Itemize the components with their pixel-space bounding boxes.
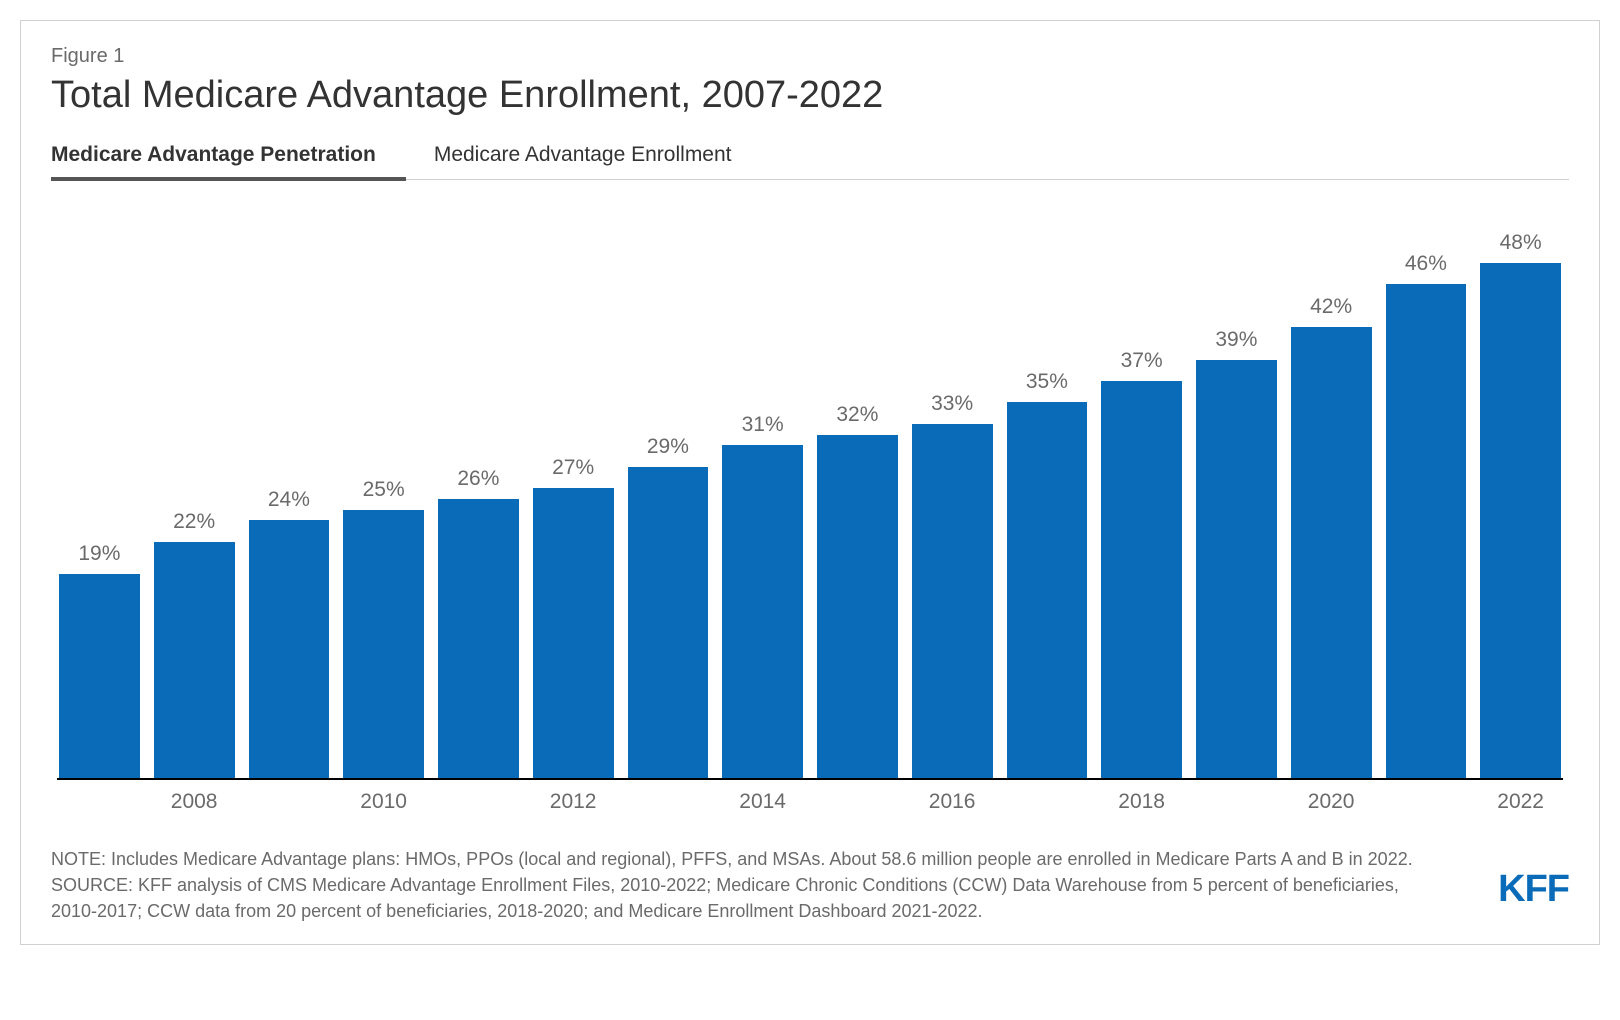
bar-value-label: 27%: [552, 456, 594, 480]
bar[interactable]: [1291, 327, 1372, 778]
bar-wrap: 42%: [1291, 220, 1372, 778]
bar[interactable]: [1480, 263, 1561, 778]
bar-value-label: 42%: [1310, 295, 1352, 319]
bar-wrap: 31%: [722, 220, 803, 778]
xaxis-tick-label: 2008: [154, 790, 235, 816]
bar-wrap: 25%: [343, 220, 424, 778]
bar-wrap: 35%: [1007, 220, 1088, 778]
bar-wrap: 46%: [1386, 220, 1467, 778]
bar-value-label: 31%: [742, 413, 784, 437]
source-text: SOURCE: KFF analysis of CMS Medicare Adv…: [51, 872, 1431, 924]
bar-value-label: 19%: [78, 542, 120, 566]
bar[interactable]: [722, 445, 803, 778]
bar[interactable]: [817, 435, 898, 778]
bar-chart: 19% 22% 24% 25% 26% 27% 29% 31% 32% 33% 35% 37% 39% 4…: [57, 220, 1563, 780]
xaxis-tick-label: 2018: [1101, 790, 1182, 816]
xaxis-tick-label: [249, 790, 330, 816]
bar-wrap: 26%: [438, 220, 519, 778]
bar-value-label: 48%: [1500, 231, 1542, 255]
bar-wrap: 19%: [59, 220, 140, 778]
xaxis-tick-label: 2020: [1291, 790, 1372, 816]
bar-value-label: 37%: [1121, 349, 1163, 373]
figure-title: Total Medicare Advantage Enrollment, 200…: [51, 74, 1569, 117]
tab-penetration[interactable]: Medicare Advantage Penetration: [51, 135, 406, 181]
bar-value-label: 26%: [457, 467, 499, 491]
bar-wrap: 48%: [1480, 220, 1561, 778]
tabs-row: Medicare Advantage Penetration Medicare …: [51, 135, 1569, 180]
bar-wrap: 33%: [912, 220, 993, 778]
bar-value-label: 35%: [1026, 370, 1068, 394]
figure-container: Figure 1 Total Medicare Advantage Enroll…: [20, 20, 1600, 945]
bar-wrap: 22%: [154, 220, 235, 778]
xaxis-tick-label: [1196, 790, 1277, 816]
xaxis-tick-label: 2012: [533, 790, 614, 816]
bar-value-label: 46%: [1405, 252, 1447, 276]
xaxis-tick-label: [438, 790, 519, 816]
bar-wrap: 29%: [628, 220, 709, 778]
tab-enrollment[interactable]: Medicare Advantage Enrollment: [434, 135, 762, 179]
bar[interactable]: [343, 510, 424, 778]
xaxis-tick-label: 2016: [912, 790, 993, 816]
bar[interactable]: [533, 488, 614, 778]
bar-value-label: 33%: [931, 392, 973, 416]
bar-value-label: 24%: [268, 488, 310, 512]
bar[interactable]: [1196, 360, 1277, 779]
figure-number-label: Figure 1: [51, 45, 1569, 68]
bar-wrap: 37%: [1101, 220, 1182, 778]
bar-wrap: 27%: [533, 220, 614, 778]
bar[interactable]: [1386, 284, 1467, 778]
bar[interactable]: [438, 499, 519, 778]
bar[interactable]: [249, 520, 330, 778]
xaxis-tick-label: [59, 790, 140, 816]
bar[interactable]: [912, 424, 993, 778]
xaxis-tick-label: [1007, 790, 1088, 816]
bar[interactable]: [1007, 402, 1088, 778]
xaxis-row: 2008 2010 2012 2014 2016 2018 2020 2022: [57, 790, 1563, 816]
note-text: NOTE: Includes Medicare Advantage plans:…: [51, 846, 1431, 872]
xaxis-tick-label: 2010: [343, 790, 424, 816]
xaxis-tick-label: [1386, 790, 1467, 816]
bar-value-label: 32%: [836, 403, 878, 427]
xaxis-tick-label: [817, 790, 898, 816]
bar-value-label: 22%: [173, 510, 215, 534]
kff-logo: KFF: [1498, 868, 1569, 911]
bar-wrap: 24%: [249, 220, 330, 778]
xaxis-tick-label: [628, 790, 709, 816]
bar-value-label: 29%: [647, 435, 689, 459]
bar-value-label: 39%: [1215, 328, 1257, 352]
bar-value-label: 25%: [363, 478, 405, 502]
bar[interactable]: [1101, 381, 1182, 778]
xaxis-tick-label: 2014: [722, 790, 803, 816]
bar[interactable]: [59, 574, 140, 778]
bar[interactable]: [628, 467, 709, 778]
bar[interactable]: [154, 542, 235, 778]
bars-row: 19% 22% 24% 25% 26% 27% 29% 31% 32% 33% 35% 37% 39% 4…: [57, 220, 1563, 778]
bar-wrap: 39%: [1196, 220, 1277, 778]
footer-block: NOTE: Includes Medicare Advantage plans:…: [51, 846, 1569, 924]
xaxis-tick-label: 2022: [1480, 790, 1561, 816]
bar-wrap: 32%: [817, 220, 898, 778]
